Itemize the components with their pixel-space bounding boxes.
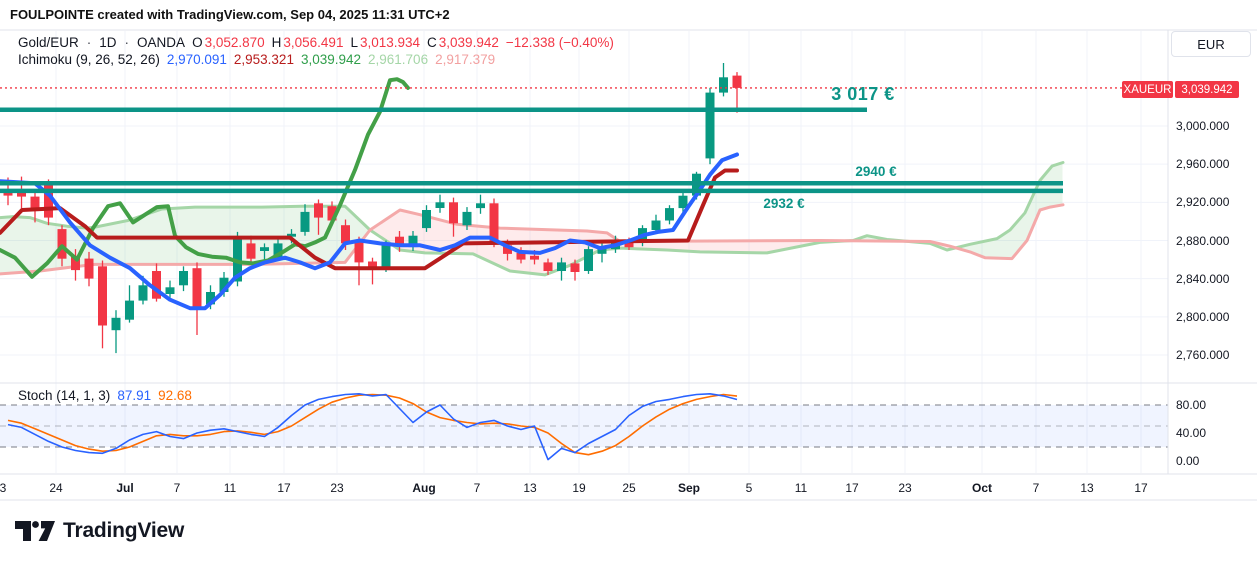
legend-separator: ·: [86, 35, 92, 50]
time-axis-tick: 24: [49, 481, 63, 495]
price-ray-label[interactable]: 2940 €: [855, 164, 897, 179]
ichimoku-lead1-value: 2,961.706: [368, 52, 429, 67]
change-value: −12.338 (−0.40%): [505, 35, 614, 50]
time-axis-tick: 3: [0, 481, 7, 495]
price-ray-label[interactable]: 2932 €: [763, 196, 805, 211]
open-value: 3,052.870: [204, 35, 265, 50]
high-label: H: [271, 35, 282, 50]
time-axis-tick: 25: [622, 481, 636, 495]
price-axis-tick: 2,760.000: [1176, 348, 1230, 362]
time-axis-tick: 7: [473, 481, 481, 495]
stochastic-legend[interactable]: Stoch (14, 1, 3) 87.91 92.68: [18, 388, 192, 403]
price-axis-tick: 2,960.000: [1176, 157, 1230, 172]
ohlc-open: O 3,052.870: [192, 35, 265, 50]
tradingview-logo-icon: [15, 521, 55, 541]
attribution-text: FOULPOINTE created with TradingView.com,…: [10, 7, 450, 22]
symbol-price-badge: XAUEUR: [1122, 81, 1173, 98]
time-axis-tick: 17: [277, 481, 291, 495]
tradingview-logo[interactable]: TradingView: [14, 516, 184, 546]
price-axis-tick: 3,000.000: [1176, 119, 1230, 133]
ohlc-high: H 3,056.491: [272, 35, 344, 50]
currency-selector-button[interactable]: EUR: [1171, 31, 1251, 57]
timeframe-label: 1D: [99, 35, 117, 50]
time-axis-tick: Sep: [677, 481, 701, 495]
ichimoku-base-value: 2,953.321: [233, 52, 294, 67]
time-axis-tick: 13: [523, 481, 537, 495]
price-axis-tick: 2,800.000: [1176, 309, 1230, 324]
last-price-badge: 3,039.942: [1175, 81, 1239, 98]
ohlc-low: L 3,013.934: [350, 35, 420, 50]
time-axis-tick: Oct: [971, 481, 993, 495]
time-axis-tick: 17: [1134, 481, 1148, 495]
time-axis-tick: 5: [745, 481, 753, 495]
time-axis-tick: 11: [794, 481, 808, 495]
symbol-name: Gold/EUR: [18, 35, 79, 50]
close-label: C: [427, 35, 437, 50]
stoch-axis-tick: 40.00: [1176, 426, 1207, 440]
time-axis-tick: 23: [898, 481, 912, 495]
time-axis-tick: 11: [223, 481, 237, 495]
ichimoku-legend[interactable]: Ichimoku (9, 26, 52, 26) 2,970.091 2,953…: [18, 52, 495, 67]
symbol-legend[interactable]: Gold/EUR · 1D · OANDA O 3,052.870 H 3,05…: [18, 35, 614, 50]
stoch-k-value: 87.91: [117, 388, 152, 403]
price-axis-tick: 2,880.000: [1176, 233, 1230, 248]
low-label: L: [350, 35, 358, 50]
stoch-axis-tick: 0.00: [1176, 454, 1200, 468]
price-axis-tick: 2,920.000: [1176, 195, 1230, 210]
close-value: 3,039.942: [438, 35, 499, 50]
low-value: 3,013.934: [359, 35, 421, 50]
exchange-label: OANDA: [137, 35, 186, 50]
stoch-title: Stoch (14, 1, 3): [18, 388, 111, 403]
time-axis-tick: Aug: [412, 481, 436, 495]
time-axis-tick: 7: [173, 481, 181, 495]
ichimoku-conversion-value: 2,970.091: [166, 52, 227, 67]
tradingview-logo-text: TradingView: [63, 519, 185, 542]
stoch-d-value: 92.68: [158, 388, 192, 403]
time-axis-tick: 7: [1032, 481, 1040, 495]
stoch-axis-tick: 80.00: [1176, 398, 1207, 412]
time-axis-tick: 17: [845, 481, 859, 495]
symbol-badge-text: XAUEUR: [1123, 83, 1172, 96]
time-axis-tick: 13: [1080, 481, 1094, 495]
last-price-text: 3,039.942: [1181, 83, 1233, 96]
ichimoku-lead2-value: 2,917.379: [435, 52, 496, 67]
high-value: 3,056.491: [283, 35, 344, 50]
main-pane[interactable]: [0, 30, 1168, 383]
legend-separator: ·: [124, 35, 130, 50]
time-axis-tick: 23: [330, 481, 344, 495]
currency-label: EUR: [1197, 36, 1225, 52]
time-axis-tick: Jul: [116, 481, 134, 495]
time-axis-tick: 19: [572, 481, 586, 495]
ohlc-close: C 3,039.942: [427, 35, 499, 50]
price-ray-label[interactable]: 3 017 €: [831, 84, 895, 104]
ichimoku-lagging-value: 3,039.942: [300, 52, 362, 67]
open-label: O: [192, 35, 203, 50]
price-axis-tick: 2,840.000: [1176, 271, 1230, 286]
ichimoku-title: Ichimoku (9, 26, 52, 26): [18, 52, 160, 67]
